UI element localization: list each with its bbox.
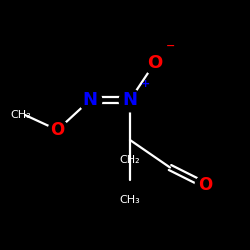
- Text: CH₃: CH₃: [10, 110, 31, 120]
- Text: +: +: [140, 79, 150, 89]
- Text: N: N: [82, 91, 98, 109]
- Text: O: O: [50, 121, 64, 139]
- Text: −: −: [166, 41, 175, 51]
- Text: CH₃: CH₃: [120, 195, 141, 205]
- Text: O: O: [198, 176, 212, 194]
- Text: O: O: [148, 54, 162, 72]
- Text: CH₂: CH₂: [120, 155, 140, 165]
- Text: N: N: [122, 91, 138, 109]
